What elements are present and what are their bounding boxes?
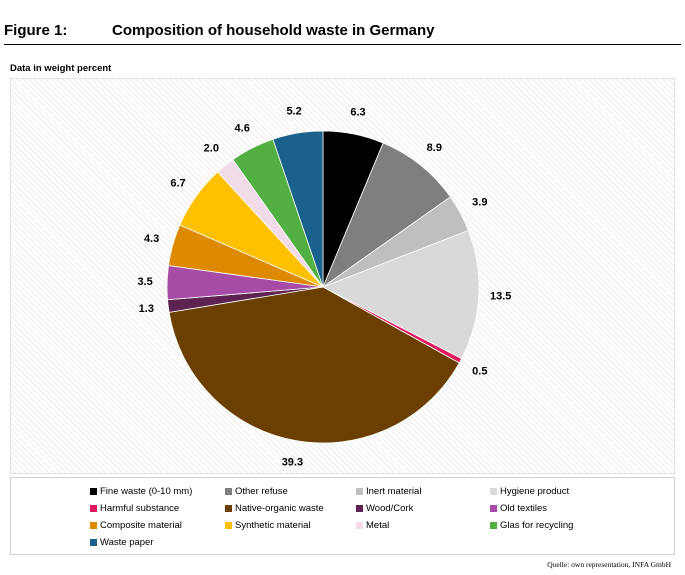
title-rule [4,44,681,45]
legend-swatch [225,522,232,529]
legend-label: Wood/Cork [366,503,414,514]
legend-item-harmful-substance: Harmful substance [90,503,179,514]
data-label-old-textiles: 3.5 [137,276,152,288]
pie-slice-other-refuse [322,142,451,289]
legend-swatch [225,488,232,495]
legend: Fine waste (0-10 mm) Other refuse Inert ma… [10,477,675,555]
legend-label: Inert material [366,486,422,497]
legend-swatch [490,522,497,529]
data-label-synthetic-material: 6.7 [170,178,185,190]
legend-item-fine-waste-0-10-mm: Fine waste (0-10 mm) [90,486,192,497]
pie-chart: 6.3 8.9 3.9 13.5 0.5 39.3 1.3 3.5 4.3 6.7 2.0 4.6 5.… [11,79,674,473]
pie-slice-native-organic-waste [168,286,460,444]
figure-title: Composition of household waste in German… [112,22,435,39]
data-label-hygiene-product: 13.5 [490,291,511,303]
legend-item-hygiene-product: Hygiene product [490,486,569,497]
legend-item-other-refuse: Other refuse [225,486,288,497]
legend-swatch [90,505,97,512]
data-label-waste-paper: 5.2 [286,105,301,117]
data-label-wood-cork: 1.3 [139,303,154,315]
legend-item-waste-paper: Waste paper [90,537,154,548]
chart-subtitle: Data in weight percent [10,63,112,74]
legend-item-synthetic-material: Synthetic material [225,520,311,531]
legend-swatch [356,505,363,512]
legend-swatch [225,505,232,512]
legend-item-inert-material: Inert material [356,486,421,497]
legend-swatch [490,488,497,495]
legend-swatch [90,488,97,495]
legend-item-old-textiles: Old textiles [490,503,547,514]
legend-swatch [90,539,97,546]
legend-item-composite-material: Composite material [90,520,182,531]
data-label-native-organic-waste: 39.3 [282,456,303,468]
data-label-fine-waste-0-10-mm: 6.3 [350,107,365,119]
plot-area: 6.3 8.9 3.9 13.5 0.5 39.3 1.3 3.5 4.3 6.7 2.0 4.6 5.… [10,78,675,474]
data-label-metal: 2.0 [204,142,219,154]
legend-item-metal: Metal [356,520,389,531]
legend-label: Composite material [100,520,182,531]
legend-swatch [356,488,363,495]
data-label-inert-material: 3.9 [472,197,487,209]
legend-label: Other refuse [235,486,288,497]
legend-swatch [490,505,497,512]
pie-slice-hygiene-product [322,229,480,360]
figure-number: Figure 1: [4,22,68,39]
data-label-glas-for-recycling: 4.6 [235,122,250,134]
legend-label: Hygiene product [500,486,570,497]
legend-label: Old textiles [500,503,547,514]
legend-label: Native-organic waste [235,503,324,514]
legend-item-native-organic-waste: Native-organic waste [225,503,324,514]
legend-swatch [90,522,97,529]
legend-label: Fine waste (0-10 mm) [100,486,193,497]
data-label-composite-material: 4.3 [144,233,159,245]
legend-label: Glas for recycling [500,520,574,531]
pie-slice-waste-paper [272,130,324,288]
data-label-other-refuse: 8.9 [427,142,442,154]
legend-label: Synthetic material [235,520,311,531]
legend-label: Harmful substance [100,503,180,514]
legend-item-glas-for-recycling: Glas for recycling [490,520,573,531]
figure-header: Figure 1: Composition of household waste… [4,22,681,44]
data-label-harmful-substance: 0.5 [472,365,487,377]
source-note: Quelle: own representation, INFA GmbH [547,560,671,569]
legend-swatch [356,522,363,529]
legend-item-wood-cork: Wood/Cork [356,503,413,514]
legend-label: Waste paper [100,537,154,548]
legend-label: Metal [366,520,390,531]
